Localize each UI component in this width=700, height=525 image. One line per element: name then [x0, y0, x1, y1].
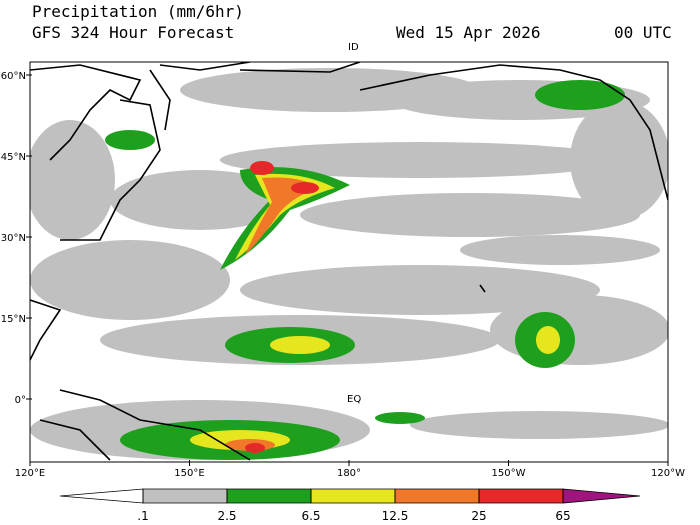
lat-label: 30°N	[1, 233, 26, 244]
colorbar-segment	[310, 488, 396, 504]
lat-label: 0°	[15, 395, 26, 406]
colorbar-label: .1	[137, 509, 148, 523]
colorbar-segment	[394, 488, 480, 504]
lat-label: 45°N	[1, 152, 26, 163]
map-area	[30, 62, 668, 462]
subtitle: GFS 324 Hour Forecast	[32, 23, 234, 42]
colorbar-label: 65	[555, 509, 570, 523]
colorbar-label: 6.5	[301, 509, 320, 523]
colorbar-segment	[562, 488, 641, 504]
lat-label: 60°N	[1, 71, 26, 82]
lon-label: 120°W	[651, 468, 685, 479]
colorbar-segment	[142, 488, 228, 504]
lon-labels: 120°E 150°E 180° 150°W 120°W	[15, 460, 685, 479]
colorbar-segment	[226, 488, 312, 504]
lon-label: 150°W	[492, 468, 526, 479]
forecast-date: Wed 15 Apr 2026	[396, 23, 541, 42]
equator-label: EQ	[347, 394, 361, 405]
lon-label: 150°E	[174, 468, 204, 479]
lat-label: 15°N	[1, 314, 26, 325]
extreme-precip	[245, 161, 319, 453]
forecast-time: 00 UTC	[614, 23, 672, 42]
colorbar-label: 2.5	[217, 509, 236, 523]
colorbar-label: 25	[471, 509, 486, 523]
lat-labels: 60°N 45°N 30°N 15°N 0°	[1, 71, 32, 406]
light-precip	[30, 68, 668, 460]
colorbar-segment	[59, 488, 144, 504]
lon-label: 180°	[337, 468, 361, 479]
colorbar: .1 2.5 6.5 12.5 25 65	[59, 488, 641, 523]
lon-label: 120°E	[15, 468, 45, 479]
coastlines	[30, 62, 668, 461]
colorbar-label: 12.5	[382, 509, 409, 523]
title: Precipitation (mm/6hr)	[32, 2, 244, 21]
colorbar-segment	[478, 488, 564, 504]
dateline-label: ID	[348, 42, 359, 53]
